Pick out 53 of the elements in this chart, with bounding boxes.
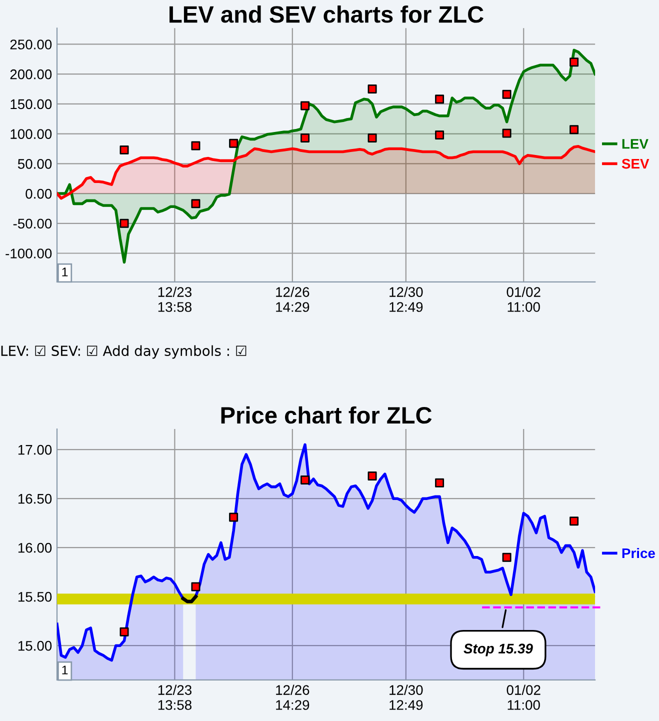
point: [435, 478, 444, 488]
point: [502, 552, 512, 562]
point: [300, 475, 310, 484]
y-tick-label: 100.00: [10, 129, 52, 139]
y-tick-label: -50.00: [13, 218, 52, 229]
y-tick-label: 0.00: [26, 188, 52, 199]
x-tick-label: 12/23 13:58: [158, 286, 192, 312]
point: [120, 627, 129, 636]
point: [368, 84, 377, 94]
y-tick-label: -100.00: [6, 248, 52, 258]
point: [191, 141, 200, 150]
point: [120, 218, 129, 228]
x-tick-label: 12/23 13:58: [158, 684, 192, 710]
x-tick-label: 12/26 14:29: [276, 286, 310, 312]
x-tick-label: 01/02 11:00: [506, 286, 540, 312]
point: [368, 133, 377, 142]
point: [570, 516, 579, 526]
chart-title: LEV and SEV charts for ZLC: [170, 5, 484, 23]
y-tick-label: 17.00: [18, 444, 52, 455]
x-tick-label: 01/02 11:00: [506, 684, 540, 710]
point: [570, 125, 579, 134]
point: [229, 138, 238, 148]
y-tick-label: 16.00: [18, 542, 52, 553]
chart-title: Price chart for ZLC: [221, 406, 432, 424]
y-tick-label: 15.50: [18, 592, 52, 602]
point: [120, 145, 129, 154]
point: [570, 58, 579, 67]
point: [300, 133, 310, 142]
x-tick-label: 12/30 12:49: [390, 684, 423, 710]
x-tick-label: 12/26 14:29: [276, 684, 310, 710]
legend-label: Price: [622, 548, 655, 558]
y-tick-label: 15.00: [18, 640, 52, 651]
x-tick-label: 12/30 12:49: [390, 286, 423, 312]
point: [502, 90, 512, 99]
point: [229, 512, 238, 522]
point: [300, 101, 310, 110]
legend-label: LEV: [622, 139, 648, 149]
text: LEV: ☑ SEV: ☑ Add day symbols : ☑: [1, 345, 246, 359]
point: [191, 199, 200, 208]
point: [435, 130, 444, 140]
annotation: 1: [62, 666, 68, 674]
y-tick-label: 200.00: [10, 69, 52, 80]
point: [435, 94, 444, 104]
point: [368, 472, 377, 481]
legend-label: SEV: [622, 158, 650, 169]
y-tick-label: 250.00: [10, 40, 52, 50]
y-tick-label: 50.00: [18, 159, 52, 169]
ref-line-label: Stop 15.39: [464, 644, 533, 656]
y-tick-label: 150.00: [10, 99, 52, 110]
point: [502, 128, 512, 138]
y-tick-label: 16.50: [18, 494, 52, 504]
point: [191, 582, 200, 592]
annotation: 1: [62, 268, 68, 276]
